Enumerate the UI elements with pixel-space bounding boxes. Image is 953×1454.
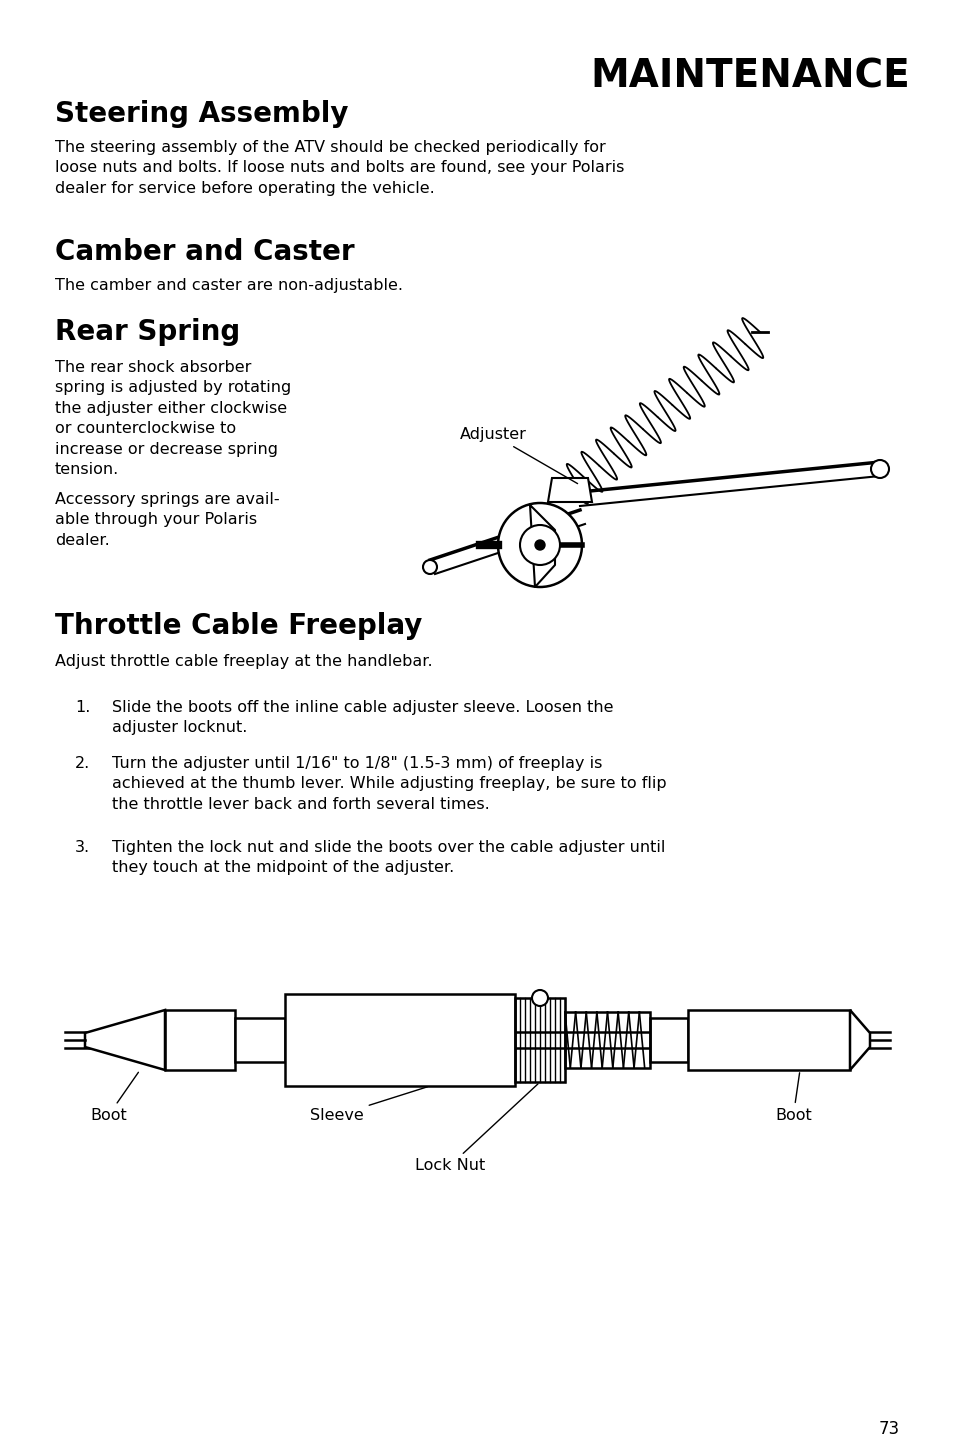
- Text: The rear shock absorber
spring is adjusted by rotating
the adjuster either clock: The rear shock absorber spring is adjust…: [55, 361, 291, 477]
- Polygon shape: [849, 1011, 869, 1070]
- FancyBboxPatch shape: [649, 1018, 687, 1061]
- Text: 73: 73: [878, 1421, 899, 1438]
- Text: Slide the boots off the inline cable adjuster sleeve. Loosen the
adjuster locknu: Slide the boots off the inline cable adj…: [112, 699, 613, 736]
- Text: MAINTENANCE: MAINTENANCE: [590, 58, 909, 96]
- Circle shape: [870, 459, 888, 478]
- Text: Rear Spring: Rear Spring: [55, 318, 240, 346]
- Text: Boot: Boot: [90, 1072, 138, 1122]
- Polygon shape: [547, 478, 592, 502]
- Text: Sleeve: Sleeve: [310, 1086, 427, 1122]
- Text: Tighten the lock nut and slide the boots over the cable adjuster until
they touc: Tighten the lock nut and slide the boots…: [112, 840, 664, 875]
- Circle shape: [535, 539, 544, 550]
- Text: 1.: 1.: [75, 699, 91, 715]
- FancyBboxPatch shape: [285, 995, 515, 1086]
- Circle shape: [497, 503, 581, 587]
- Text: Accessory springs are avail-
able through your Polaris
dealer.: Accessory springs are avail- able throug…: [55, 491, 279, 548]
- Text: Steering Assembly: Steering Assembly: [55, 100, 348, 128]
- Text: 3.: 3.: [75, 840, 90, 855]
- Text: Camber and Caster: Camber and Caster: [55, 238, 355, 266]
- FancyBboxPatch shape: [687, 1011, 849, 1070]
- Circle shape: [519, 525, 559, 566]
- Text: Boot: Boot: [774, 1073, 811, 1122]
- Text: The steering assembly of the ATV should be checked periodically for
loose nuts a: The steering assembly of the ATV should …: [55, 140, 623, 196]
- Circle shape: [422, 560, 436, 574]
- Text: Adjust throttle cable freeplay at the handlebar.: Adjust throttle cable freeplay at the ha…: [55, 654, 432, 669]
- Text: Turn the adjuster until 1/16" to 1/8" (1.5-3 mm) of freeplay is
achieved at the : Turn the adjuster until 1/16" to 1/8" (1…: [112, 756, 666, 811]
- Text: Adjuster: Adjuster: [459, 427, 577, 484]
- Circle shape: [532, 990, 547, 1006]
- Text: 2.: 2.: [75, 756, 91, 771]
- Text: Lock Nut: Lock Nut: [415, 1083, 537, 1173]
- Text: The camber and caster are non-adjustable.: The camber and caster are non-adjustable…: [55, 278, 402, 294]
- Polygon shape: [85, 1011, 165, 1070]
- Text: Throttle Cable Freeplay: Throttle Cable Freeplay: [55, 612, 422, 640]
- FancyBboxPatch shape: [234, 1018, 285, 1061]
- FancyBboxPatch shape: [165, 1011, 234, 1070]
